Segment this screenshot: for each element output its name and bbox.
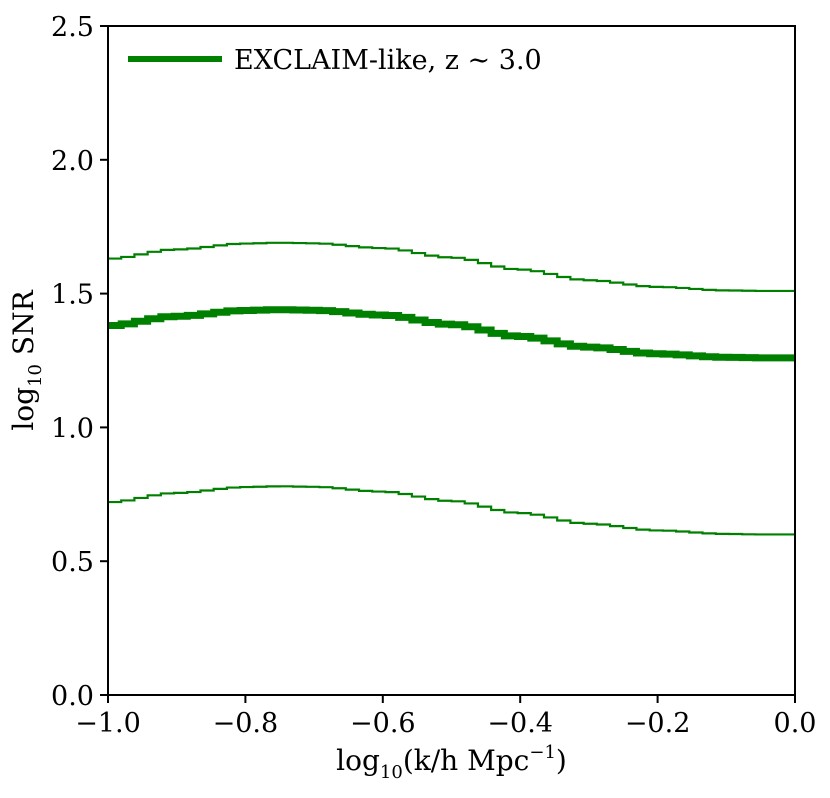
x-axis-label-sub: 10 xyxy=(380,762,403,783)
y-tick-label: 1.0 xyxy=(51,413,94,444)
y-tick-label: 1.5 xyxy=(51,280,94,311)
y-axis-label-log: log xyxy=(7,387,40,431)
x-axis-label-sup: −1 xyxy=(529,742,556,763)
legend-label: EXCLAIM-like, z ∼ 3.0 xyxy=(234,45,542,76)
plot-frame xyxy=(107,25,796,696)
y-tick-label: 0.5 xyxy=(51,547,94,578)
y-axis-label: log10 SNR xyxy=(7,289,46,430)
x-axis-label-body: (k/h Mpc xyxy=(403,744,530,777)
y-tick-label: 0.0 xyxy=(51,681,94,712)
x-tick-label: −1.0 xyxy=(75,708,141,739)
x-tick-label: −0.4 xyxy=(487,708,553,739)
series-line-median xyxy=(108,306,795,362)
series-line-lower xyxy=(108,485,795,536)
x-tick-label: −0.8 xyxy=(213,708,279,739)
y-tick-label: 2.5 xyxy=(51,12,94,43)
series-line-upper xyxy=(108,241,795,293)
x-tick-label: −0.6 xyxy=(350,708,416,739)
x-tick-label: 0.0 xyxy=(774,708,817,739)
legend: EXCLAIM-like, z ∼ 3.0 xyxy=(128,45,542,76)
x-axis-label-close: ) xyxy=(556,744,567,777)
x-tick-label: −0.2 xyxy=(625,708,691,739)
ticks-layer: −1.0 −0.8 −0.6 −0.4 −0.2 0.0 0.0 0.5 1.0 1.5 2.0 2.… xyxy=(51,12,816,739)
y-axis-label-body: SNR xyxy=(7,289,40,364)
y-tick-label: 2.0 xyxy=(51,146,94,177)
x-axis-label: log10(k/h Mpc−1) xyxy=(336,742,567,783)
y-axis-label-sub: 10 xyxy=(25,364,46,387)
x-axis-label-log: log xyxy=(336,744,380,777)
series-layer xyxy=(108,241,795,536)
